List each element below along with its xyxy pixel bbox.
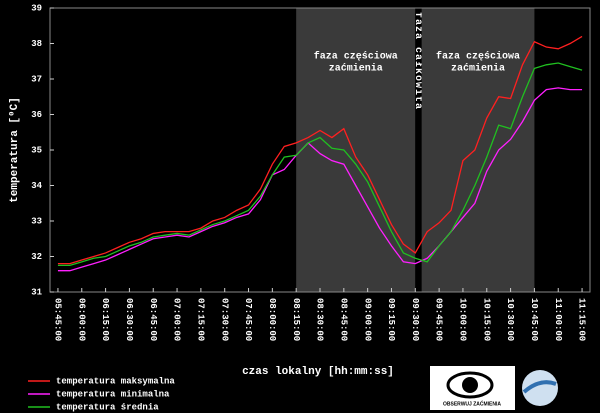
x-tick-label: 08:00:00 bbox=[267, 298, 277, 341]
logo-text: OBSERWUJ ZAĆMIENIA bbox=[443, 399, 501, 407]
y-tick-label: 35 bbox=[31, 145, 42, 155]
x-tick-label: 08:45:00 bbox=[338, 298, 348, 341]
y-tick-label: 31 bbox=[31, 287, 42, 297]
x-tick-label: 07:45:00 bbox=[243, 298, 253, 341]
x-tick-label: 06:00:00 bbox=[76, 298, 86, 341]
y-tick-label: 34 bbox=[31, 181, 42, 191]
x-tick-label: 08:30:00 bbox=[315, 298, 325, 341]
y-tick-label: 38 bbox=[31, 39, 42, 49]
x-tick-label: 09:45:00 bbox=[434, 298, 444, 341]
x-tick-label: 09:00:00 bbox=[362, 298, 372, 341]
x-tick-label: 10:00:00 bbox=[458, 298, 468, 341]
x-tick-label: 06:15:00 bbox=[100, 298, 110, 341]
x-tick-label: 10:15:00 bbox=[481, 298, 491, 341]
phase-label: faza częściowa bbox=[436, 51, 520, 63]
x-tick-label: 09:15:00 bbox=[386, 298, 396, 341]
x-tick-label: 07:00:00 bbox=[172, 298, 182, 341]
x-axis-label: czas lokalny [hh:mm:ss] bbox=[242, 366, 394, 378]
x-tick-label: 07:30:00 bbox=[219, 298, 229, 341]
x-tick-label: 10:45:00 bbox=[529, 298, 539, 341]
logo-globe bbox=[522, 370, 558, 406]
logo-swoosh bbox=[522, 380, 557, 394]
phase-label: zaćmienia bbox=[329, 63, 383, 75]
series-line bbox=[57, 62, 583, 267]
legend-label: temperatura minimalna bbox=[56, 389, 170, 399]
phase-label: zaćmienia bbox=[451, 63, 505, 75]
series-line bbox=[57, 87, 583, 272]
x-tick-label: 09:30:00 bbox=[410, 298, 420, 341]
x-tick-label: 06:45:00 bbox=[148, 298, 158, 341]
phase-band bbox=[421, 8, 535, 292]
y-axis-label: temperatura [⁰C] bbox=[9, 97, 21, 203]
legend-label: temperatura średnia bbox=[56, 402, 159, 412]
phase-band bbox=[296, 8, 416, 292]
y-tick-label: 33 bbox=[31, 216, 42, 226]
y-tick-label: 39 bbox=[31, 3, 42, 13]
phase-band bbox=[415, 8, 422, 292]
y-tick-label: 32 bbox=[31, 252, 42, 262]
series-line bbox=[57, 35, 583, 265]
x-tick-label: 08:15:00 bbox=[291, 298, 301, 341]
phase-label: faza częściowa bbox=[314, 51, 398, 63]
logo-pupil bbox=[462, 377, 478, 393]
y-tick-label: 36 bbox=[31, 110, 42, 120]
x-tick-label: 06:30:00 bbox=[124, 298, 134, 341]
logo: OBSERWUJ ZAĆMIENIA bbox=[430, 366, 558, 410]
legend-label: temperatura maksymalna bbox=[56, 376, 175, 386]
x-tick-label: 11:00:00 bbox=[553, 298, 563, 341]
x-tick-label: 11:15:00 bbox=[577, 298, 587, 341]
y-tick-label: 37 bbox=[31, 74, 42, 84]
x-tick-label: 07:15:00 bbox=[196, 298, 206, 341]
x-tick-label: 05:45:00 bbox=[53, 298, 63, 341]
phase-label: faza całkowita bbox=[412, 12, 424, 110]
x-tick-label: 10:30:00 bbox=[505, 298, 515, 341]
